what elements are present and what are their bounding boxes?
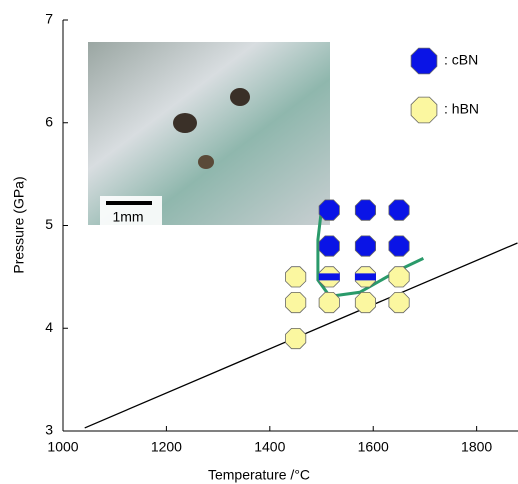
marker-stripe bbox=[354, 273, 376, 281]
marker bbox=[388, 199, 410, 221]
crystal bbox=[198, 155, 214, 169]
marker bbox=[388, 266, 410, 288]
x-tick-label: 1600 bbox=[358, 439, 389, 455]
marker bbox=[354, 235, 377, 257]
crystal bbox=[173, 113, 197, 133]
marker bbox=[354, 199, 377, 221]
crystal bbox=[230, 88, 250, 106]
marker bbox=[318, 235, 340, 257]
marker bbox=[354, 291, 377, 314]
marker bbox=[388, 291, 410, 314]
marker bbox=[318, 199, 340, 221]
legend-marker bbox=[410, 96, 438, 124]
x-tick-label: 1200 bbox=[151, 439, 182, 455]
x-axis-label: Temperature /°C bbox=[208, 467, 310, 483]
legend-marker bbox=[410, 47, 438, 75]
marker-stripe bbox=[318, 273, 340, 281]
legend-label: : hBN bbox=[444, 101, 479, 117]
legend-label: : cBN bbox=[444, 52, 478, 68]
inset-photo bbox=[88, 42, 330, 225]
marker bbox=[388, 235, 410, 257]
marker bbox=[285, 266, 307, 288]
y-tick-label: 4 bbox=[45, 319, 53, 335]
marker bbox=[285, 327, 307, 350]
y-tick-label: 3 bbox=[45, 422, 53, 438]
y-tick-label: 7 bbox=[45, 11, 53, 27]
marker bbox=[285, 291, 307, 314]
y-axis-label: Pressure (GPa) bbox=[11, 176, 27, 273]
y-tick-label: 5 bbox=[45, 216, 53, 232]
x-tick-label: 1800 bbox=[461, 439, 492, 455]
x-tick-label: 1400 bbox=[254, 439, 285, 455]
x-tick-label: 1000 bbox=[47, 439, 78, 455]
marker bbox=[318, 291, 340, 314]
y-tick-label: 6 bbox=[45, 113, 53, 129]
scale-label: 1mm bbox=[112, 209, 143, 225]
